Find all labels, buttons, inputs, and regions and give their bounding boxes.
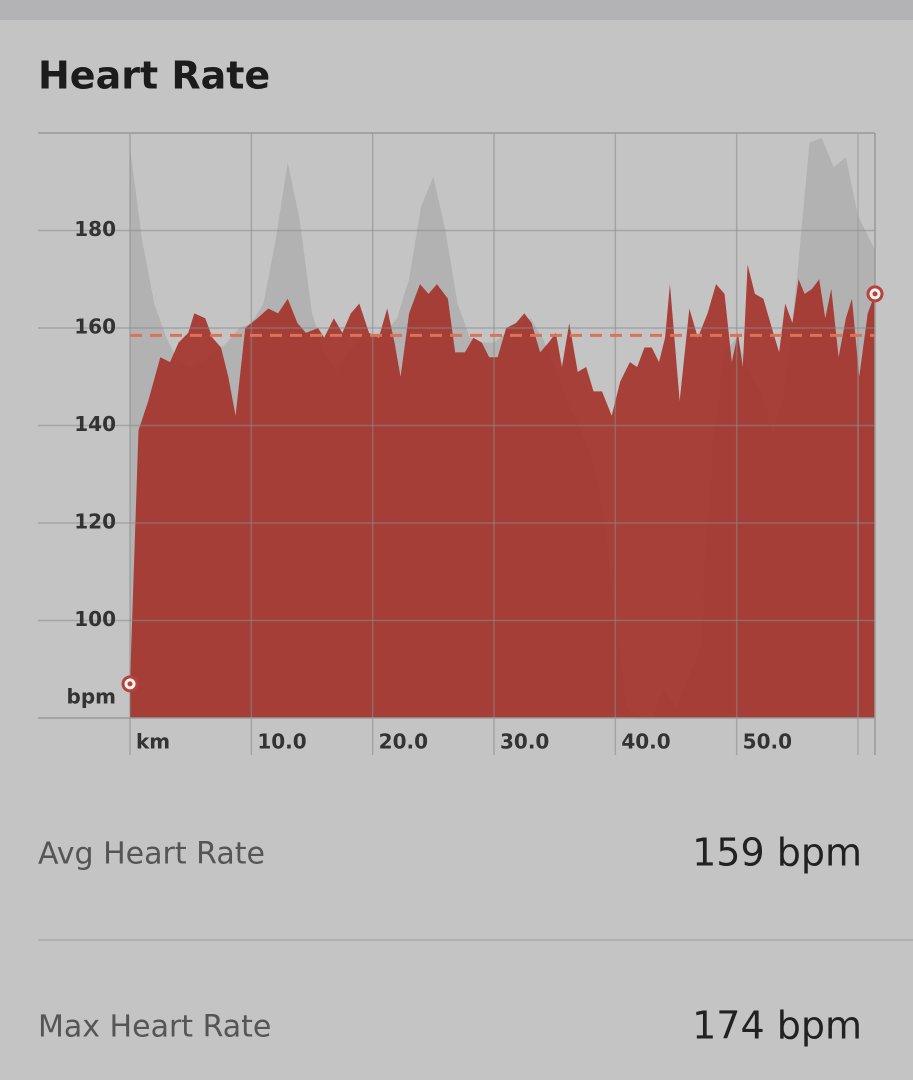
section-title: Heart Rate <box>38 54 270 98</box>
x-tick-label: 20.0 <box>379 730 428 754</box>
y-tick-label: 140 <box>74 412 116 436</box>
x-tick-label: 10.0 <box>257 730 306 754</box>
stat-label: Max Heart Rate <box>38 1010 271 1045</box>
top-bar <box>0 0 913 20</box>
end-marker-dot <box>127 681 133 687</box>
y-tick-label: 120 <box>74 510 116 534</box>
stat-value: 159 bpm <box>692 831 862 875</box>
stat-label: Avg Heart Rate <box>38 837 265 872</box>
y-tick-label: 100 <box>74 607 116 631</box>
y-unit-label: bpm <box>67 685 116 709</box>
y-tick-label: 180 <box>74 217 116 241</box>
end-marker-dot <box>872 291 878 297</box>
area <box>130 264 875 718</box>
x-tick-label: 40.0 <box>621 730 670 754</box>
x-tick-label: 50.0 <box>743 730 792 754</box>
x-tick-label: 30.0 <box>500 730 549 754</box>
y-tick-label: 160 <box>74 315 116 339</box>
x-tick-label: km <box>136 730 170 754</box>
stat-value: 174 bpm <box>692 1004 862 1048</box>
